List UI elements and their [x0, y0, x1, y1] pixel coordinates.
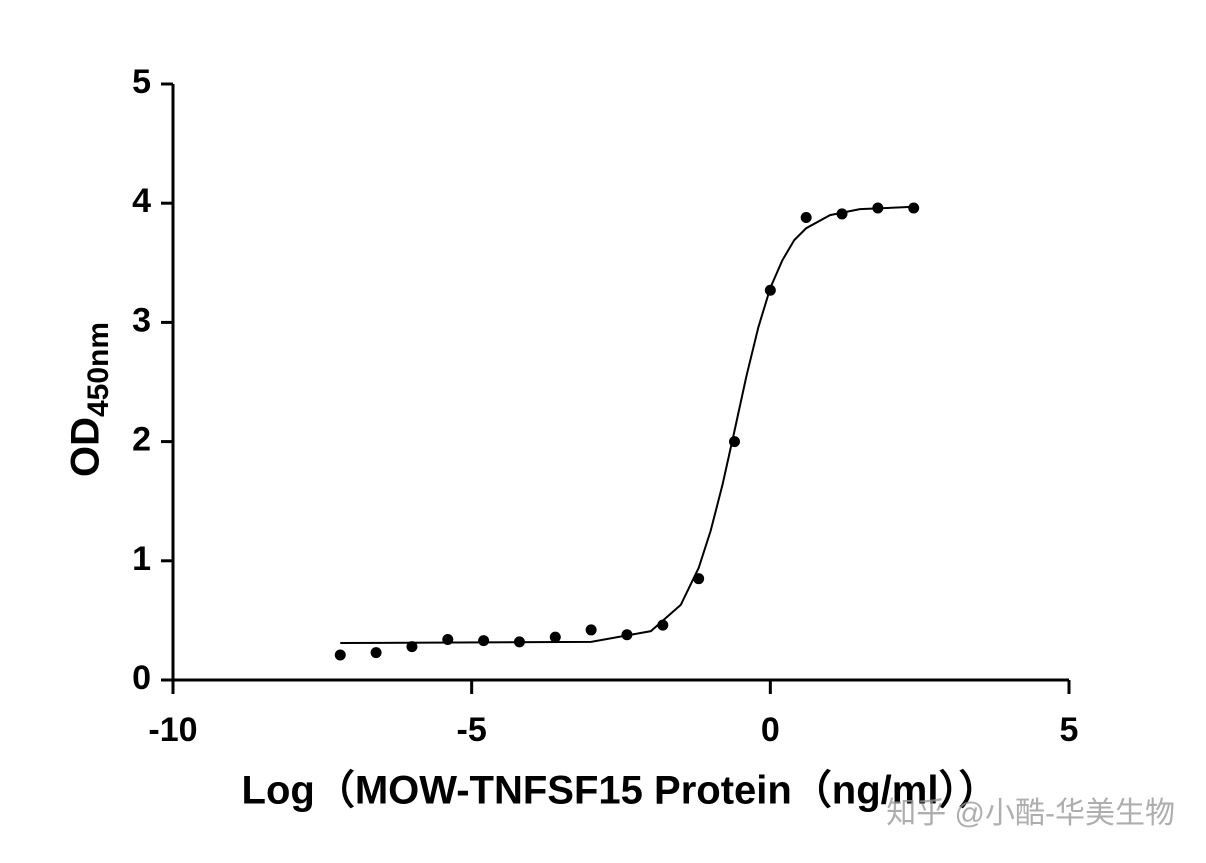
- y-tick-label: 4: [132, 182, 151, 220]
- data-point: [370, 647, 382, 659]
- y-axis-title-group: OD 450nm: [64, 322, 115, 477]
- data-point: [585, 624, 597, 636]
- y-tick-label: 1: [132, 540, 151, 578]
- y-tick-label: 0: [132, 659, 151, 697]
- x-tick-label: 0: [761, 711, 780, 749]
- y-tick-label: 5: [132, 63, 151, 101]
- x-axis-title: Log（MOW-TNFSF15 Protein（ng/ml））: [242, 769, 999, 813]
- y-axis-title-sub: 450nm: [82, 322, 115, 417]
- x-tick-label: -5: [457, 711, 487, 749]
- y-tick-label: 3: [132, 301, 151, 339]
- y-tick-label: 2: [132, 421, 151, 459]
- data-point: [478, 635, 490, 647]
- data-point: [549, 631, 561, 643]
- data-point: [908, 202, 920, 214]
- data-point: [693, 573, 705, 585]
- data-point: [334, 649, 346, 661]
- x-tick-label: -10: [148, 711, 197, 749]
- x-tick-label: 5: [1060, 711, 1079, 749]
- data-point: [406, 641, 418, 653]
- data-point: [800, 212, 812, 224]
- y-axis-title: OD: [64, 417, 108, 477]
- fit-curve: [340, 205, 914, 645]
- watermark: 知乎 @小酷-华美生物: [886, 797, 1175, 830]
